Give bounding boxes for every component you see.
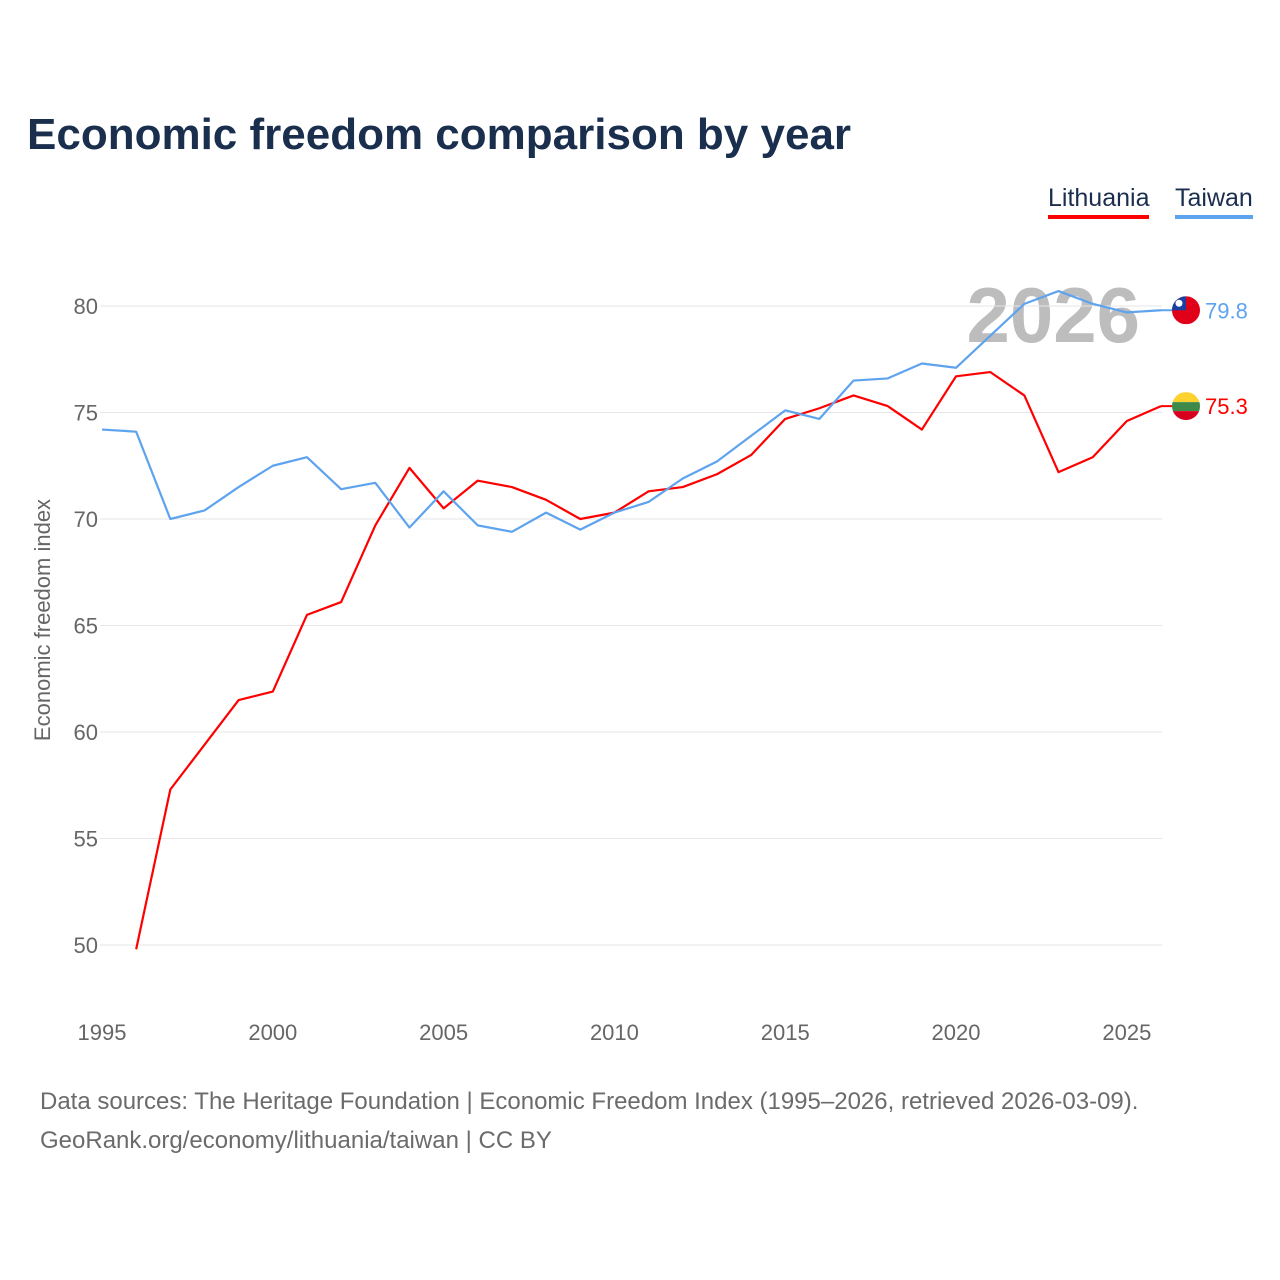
legend-taiwan[interactable]: Taiwan xyxy=(1175,184,1253,219)
y-axis-label: Economic freedom index xyxy=(30,499,55,741)
x-tick-label: 2000 xyxy=(248,1020,297,1045)
taiwan-flag-icon xyxy=(1172,296,1200,325)
x-tick-label: 2020 xyxy=(932,1020,981,1045)
end-value-label-lithuania: 75.3 xyxy=(1205,394,1248,419)
year-watermark: 2026 xyxy=(966,271,1140,359)
x-tick-label: 2005 xyxy=(419,1020,468,1045)
y-tick-label: 70 xyxy=(74,507,98,532)
y-tick-label: 60 xyxy=(74,720,98,745)
y-tick-label: 55 xyxy=(74,827,98,852)
y-tick-label: 80 xyxy=(74,294,98,319)
x-tick-label: 1995 xyxy=(78,1020,127,1045)
series-line-lithuania xyxy=(135,370,1162,950)
lithuania-flag-icon xyxy=(1172,392,1200,421)
y-tick-label: 75 xyxy=(74,401,98,426)
series-line-taiwan xyxy=(101,289,1162,533)
source-note: Data sources: The Heritage Foundation | … xyxy=(40,1088,1139,1115)
y-tick-label: 65 xyxy=(74,614,98,639)
source-link[interactable]: GeoRank.org/economy/lithuania/taiwan | C… xyxy=(40,1127,552,1154)
y-tick-label: 50 xyxy=(74,933,98,958)
chart-title: Economic freedom comparison by year xyxy=(27,110,852,159)
x-tick-label: 2010 xyxy=(590,1020,639,1045)
x-tick-label: 2025 xyxy=(1102,1020,1151,1045)
x-tick-label: 2015 xyxy=(761,1020,810,1045)
legend-lithuania[interactable]: Lithuania xyxy=(1048,184,1150,219)
end-value-label-taiwan: 79.8 xyxy=(1205,298,1248,323)
